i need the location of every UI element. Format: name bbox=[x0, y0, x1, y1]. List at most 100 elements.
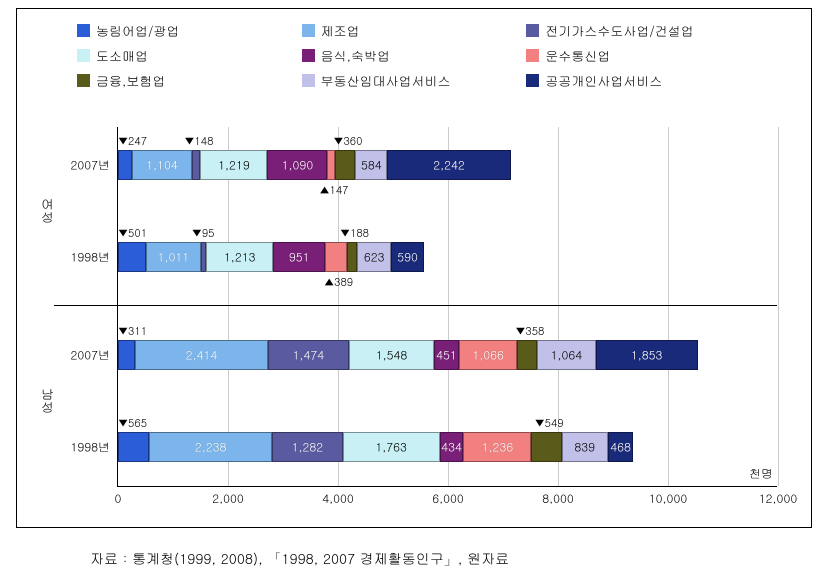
bar-segment-realestate: 839 bbox=[562, 432, 608, 462]
bar-value-label: 1,548 bbox=[376, 347, 408, 364]
bar-segment-public: 2,242 bbox=[387, 150, 510, 180]
bar-segment-utilities bbox=[192, 150, 200, 180]
legend-item-retail: 도소매업 bbox=[77, 46, 302, 65]
callout-label: ▼311 bbox=[118, 324, 147, 339]
x-tick-label: 10,000 bbox=[649, 490, 687, 507]
bar-segment-manufacturing: 2,414 bbox=[135, 340, 268, 370]
bar-segment-retail: 1,213 bbox=[206, 242, 273, 272]
callout-label: ▼501 bbox=[118, 226, 147, 241]
bar-value-label: 1,104 bbox=[146, 157, 178, 174]
legend-swatch bbox=[526, 24, 539, 37]
bar-value-label: 1,011 bbox=[158, 249, 190, 266]
group-separator bbox=[54, 305, 777, 306]
bar-segment-transport bbox=[327, 150, 335, 180]
bar-segment-realestate: 1,064 bbox=[537, 340, 596, 370]
bar-value-label: 590 bbox=[397, 249, 418, 266]
x-tick-label: 6,000 bbox=[432, 490, 464, 507]
bar-segment-retail: 1,219 bbox=[200, 150, 267, 180]
bar-value-label: 1,064 bbox=[551, 347, 583, 364]
bar-segment-retail: 1,763 bbox=[343, 432, 440, 462]
legend-item-transport: 운수통신업 bbox=[526, 46, 751, 65]
bar-segment-food_lodging: 451 bbox=[434, 340, 459, 370]
bar-value-label: 839 bbox=[574, 439, 595, 456]
bar-value-label: 584 bbox=[361, 157, 382, 174]
bar-segment-transport: 1,236 bbox=[463, 432, 531, 462]
legend-swatch bbox=[77, 74, 90, 87]
bar-segment-realestate: 584 bbox=[355, 150, 387, 180]
legend-label: 전기가스수도사업/건설업 bbox=[545, 21, 693, 40]
callout-label: ▲389 bbox=[324, 275, 353, 290]
legend-label: 음식,숙박업 bbox=[321, 46, 390, 65]
bar-value-label: 1,219 bbox=[218, 157, 250, 174]
bar-value-label: 2,238 bbox=[195, 439, 227, 456]
bar-value-label: 2,242 bbox=[433, 157, 465, 174]
callout-label: ▼565 bbox=[118, 416, 147, 431]
gridline bbox=[668, 127, 669, 486]
x-tick-label: 0 bbox=[115, 490, 122, 507]
gridline bbox=[778, 127, 779, 486]
legend-swatch bbox=[526, 74, 539, 87]
bar-value-label: 951 bbox=[289, 249, 310, 266]
bar-segment-manufacturing: 2,238 bbox=[149, 432, 272, 462]
callout-label: ▼360 bbox=[333, 134, 362, 149]
bar-segment-public: 1,853 bbox=[596, 340, 698, 370]
y-tick-label: 1998년 bbox=[70, 249, 118, 266]
bar-value-label: 1,090 bbox=[282, 157, 314, 174]
bar-segment-manufacturing: 1,104 bbox=[132, 150, 193, 180]
bar-segment-food_lodging: 951 bbox=[273, 242, 325, 272]
y-group-label-male: 남성 bbox=[38, 388, 57, 414]
bar-segment-finance bbox=[517, 340, 537, 370]
legend-item-finance: 금융,보험업 bbox=[77, 71, 302, 90]
legend-label: 농림어업/광업 bbox=[96, 21, 179, 40]
plot-area: 천명 02,0004,0006,0008,00010,00012,000여성남성… bbox=[117, 127, 777, 487]
legend-label: 제조업 bbox=[321, 21, 360, 40]
x-tick-label: 12,000 bbox=[759, 490, 797, 507]
callout-label: ▼247 bbox=[118, 134, 147, 149]
y-tick-label: 1998년 bbox=[70, 439, 118, 456]
chart-border: 농림어업/광업 제조업 전기가스수도사업/건설업도소매업 음식,숙박업 운수통신업금융,… bbox=[16, 8, 812, 528]
bar-value-label: 468 bbox=[610, 439, 631, 456]
bar-value-label: 2,414 bbox=[186, 347, 218, 364]
legend-label: 도소매업 bbox=[96, 46, 148, 65]
bar-segment-utilities: 1,282 bbox=[272, 432, 343, 462]
bar-segment-retail: 1,548 bbox=[349, 340, 434, 370]
bar-row: 2,238 1,282 1,763 4341,236 839 468 bbox=[118, 432, 633, 462]
callout-label: ▼148 bbox=[184, 134, 213, 149]
legend-item-food_lodging: 음식,숙박업 bbox=[302, 46, 527, 65]
bar-segment-finance bbox=[531, 432, 561, 462]
bar-segment-agri_mining bbox=[118, 150, 132, 180]
bar-value-label: 623 bbox=[364, 249, 385, 266]
legend-swatch bbox=[77, 24, 90, 37]
bar-segment-public: 590 bbox=[391, 242, 423, 272]
bar-value-label: 1,066 bbox=[472, 347, 504, 364]
x-tick-label: 4,000 bbox=[322, 490, 354, 507]
bar-segment-agri_mining bbox=[118, 432, 149, 462]
bar-segment-realestate: 623 bbox=[357, 242, 391, 272]
legend-swatch bbox=[302, 49, 315, 62]
legend-item-utilities: 전기가스수도사업/건설업 bbox=[526, 21, 751, 40]
bar-segment-finance bbox=[335, 150, 355, 180]
bar-segment-transport: 1,066 bbox=[459, 340, 518, 370]
callout-label: ▼188 bbox=[340, 226, 369, 241]
bar-row: 1,104 1,219 1,090 584 2,242 bbox=[118, 150, 511, 180]
legend-item-public: 공공개인사업서비스 bbox=[526, 71, 751, 90]
bar-value-label: 1,763 bbox=[375, 439, 407, 456]
bar-segment-food_lodging: 434 bbox=[440, 432, 464, 462]
y-tick-label: 2007년 bbox=[70, 157, 118, 174]
legend-label: 부동산임대사업서비스 bbox=[321, 71, 451, 90]
bar-segment-public: 468 bbox=[608, 432, 634, 462]
legend-swatch bbox=[302, 74, 315, 87]
chart-container: 농림어업/광업 제조업 전기가스수도사업/건설업도소매업 음식,숙박업 운수통신업금융,… bbox=[0, 0, 826, 582]
legend-item-realestate: 부동산임대사업서비스 bbox=[302, 71, 527, 90]
x-tick-label: 2,000 bbox=[212, 490, 244, 507]
bar-row: 2,4141,4741,5484511,0661,0641,853 bbox=[118, 340, 698, 370]
y-group-label-female: 여성 bbox=[38, 198, 57, 224]
legend-swatch bbox=[526, 49, 539, 62]
bar-segment-finance bbox=[347, 242, 357, 272]
x-tick-label: 8,000 bbox=[542, 490, 574, 507]
callout-label: ▼549 bbox=[535, 416, 564, 431]
bar-segment-agri_mining bbox=[118, 242, 146, 272]
bar-value-label: 434 bbox=[441, 439, 462, 456]
legend-swatch bbox=[302, 24, 315, 37]
bar-value-label: 1,282 bbox=[292, 439, 324, 456]
